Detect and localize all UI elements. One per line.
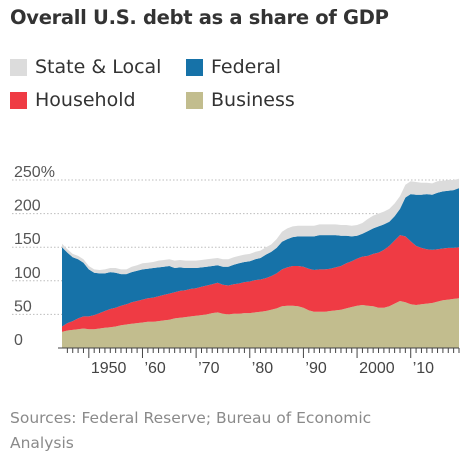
legend-item-business: Business xyxy=(186,89,295,111)
legend-label-federal: Federal xyxy=(211,56,282,78)
y-tick-label-250: 250% xyxy=(14,164,55,181)
x-tick-label-2010: ’10 xyxy=(413,360,434,377)
legend-swatch-federal xyxy=(186,58,203,76)
area-household xyxy=(62,235,459,332)
legend-item-state-local: State & Local xyxy=(10,56,161,78)
x-tick-label-1990: ’90 xyxy=(305,360,326,377)
legend-swatch-business xyxy=(186,91,203,109)
area-layer xyxy=(62,178,459,348)
source-note: Sources: Federal Reserve; Bureau of Econ… xyxy=(10,409,372,452)
legend-label-household: Household xyxy=(35,89,136,111)
legend-swatch-household xyxy=(10,91,27,109)
legend-item-federal: Federal xyxy=(186,56,281,78)
legend-item-household: Household xyxy=(10,89,136,111)
area-business xyxy=(62,298,459,348)
area-federal xyxy=(62,188,459,327)
chart-plot: 0 50 100 150 200 250% 1950 ’60 ’70 ’80 ’90 2000 ’10 xyxy=(12,164,460,377)
x-tick-label-1970: ’70 xyxy=(198,360,219,377)
area-state-local xyxy=(62,178,459,275)
y-tick-label-50: 50 xyxy=(14,298,32,315)
x-tick-label-2000: 2000 xyxy=(359,360,395,377)
y-tick-label-150: 150 xyxy=(14,231,41,248)
x-tick-label-1980: ’80 xyxy=(252,360,273,377)
y-tick-label-100: 100 xyxy=(14,265,41,282)
axis-layer: 0 50 100 150 200 250% 1950 ’60 ’70 ’80 ’90 2000 ’10 xyxy=(14,164,460,377)
x-tick-label-1960: ’60 xyxy=(144,360,165,377)
y-tick-label-0: 0 xyxy=(14,332,23,349)
legend-label-business: Business xyxy=(211,89,295,111)
x-tick-label-1950: 1950 xyxy=(91,360,127,377)
y-tick-label-200: 200 xyxy=(14,198,41,215)
legend-swatch-state-local xyxy=(10,58,27,76)
chart-title: Overall U.S. debt as a share of GDP xyxy=(10,6,389,29)
legend-label-state-local: State & Local xyxy=(35,56,162,78)
